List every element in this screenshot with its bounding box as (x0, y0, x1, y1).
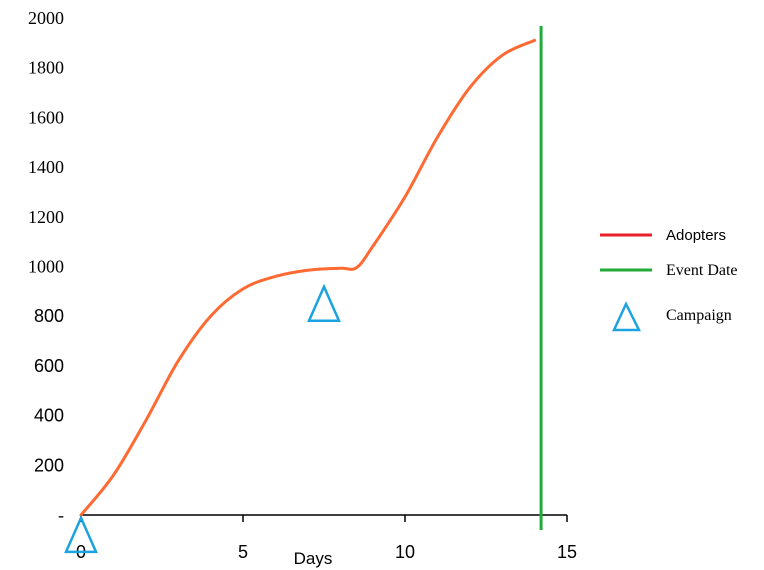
y-tick-label: 200 (34, 455, 64, 475)
y-tick-label: 1000 (28, 257, 64, 277)
axes: 0 5 10 15 -20040060080010001200140016001800… (28, 8, 577, 568)
y-tick-label: 1400 (28, 157, 64, 177)
legend-label-campaign: Campaign (666, 307, 732, 324)
campaign-triangle-icon (64, 514, 98, 554)
x-tick-label: 10 (395, 542, 415, 562)
y-axis-ticks: - 200 400 600 800 1000 1200 1400 1600 1800 2000 (28, 8, 64, 525)
x-axis-label: Days (294, 549, 333, 568)
y-tick-label: - (58, 505, 64, 525)
y-tick-label: 2000 (28, 8, 64, 28)
legend-swatch-campaign-triangle-icon (612, 301, 642, 332)
series-line-adopters (79, 38, 537, 517)
y-tick-label: 1600 (28, 107, 64, 127)
y-tick-label: 800 (34, 306, 64, 326)
legend-item-campaign: Campaign (612, 301, 732, 332)
plot-area (64, 26, 543, 554)
y-tick-label: 1200 (28, 207, 64, 227)
legend-label-adopters: Adopters (666, 227, 726, 244)
y-tick-label: 600 (34, 356, 64, 376)
x-tick-label: 5 (238, 542, 248, 562)
campaign-markers (64, 283, 341, 554)
x-tick-label: 15 (557, 542, 577, 562)
legend: Adopters Event Date Campaign (600, 227, 738, 332)
legend-item-event-date: Event Date (600, 262, 738, 279)
y-tick-label: 1800 (28, 58, 64, 78)
campaign-triangle-icon (307, 283, 341, 323)
legend-label-event-date: Event Date (666, 262, 738, 279)
legend-item-adopters: Adopters (600, 227, 726, 244)
y-tick-label: 400 (34, 406, 64, 426)
